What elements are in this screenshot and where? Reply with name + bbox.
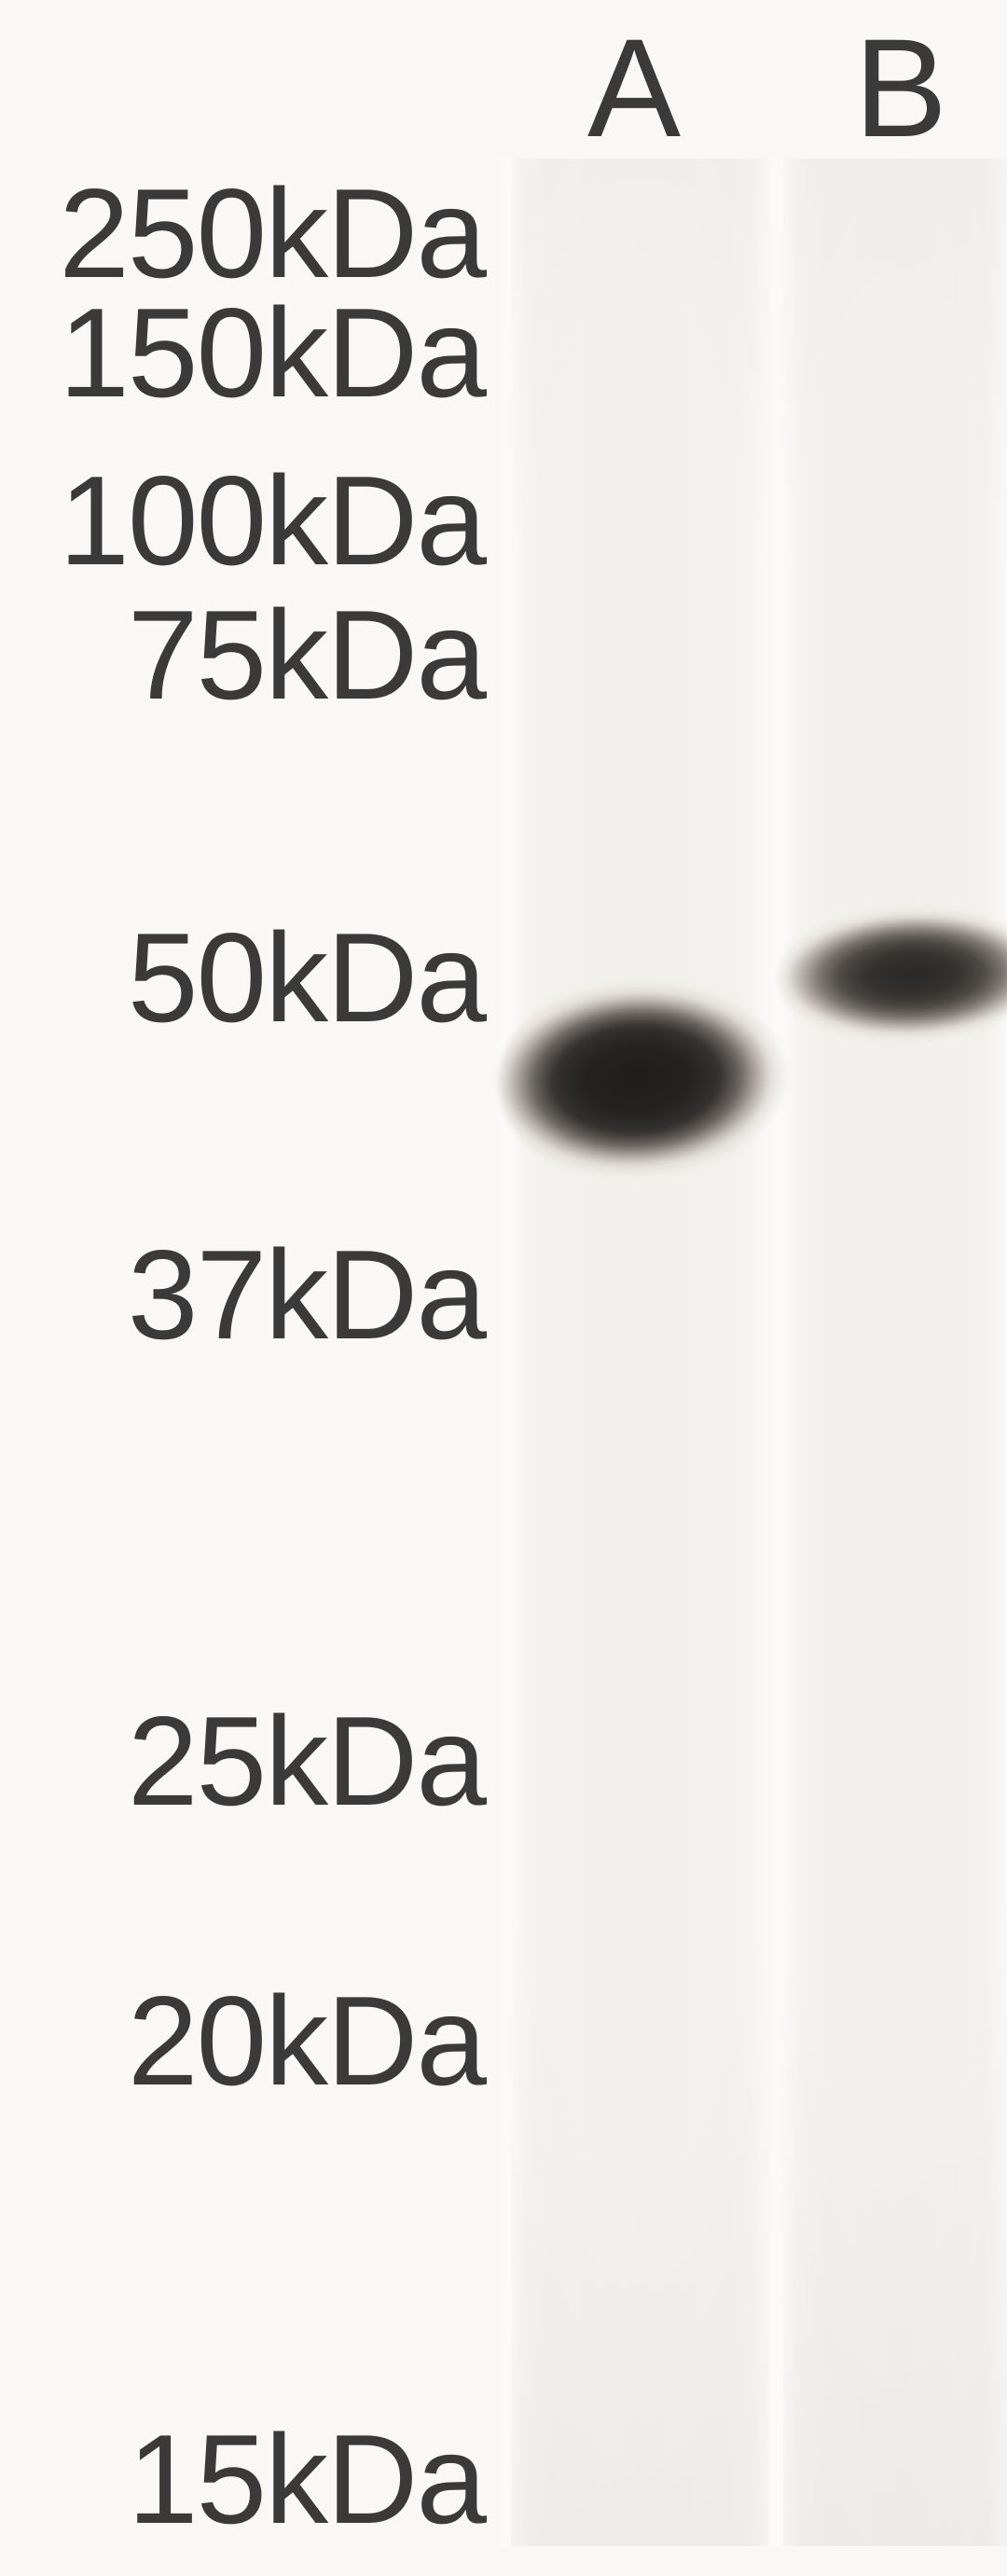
lane-A-membrane	[511, 159, 768, 2546]
marker-25: 25kDa	[0, 1688, 485, 1834]
western-blot-figure: A B 250kDa 150kDa 100kDa 75kDa 50kDa 37k…	[0, 0, 1007, 2576]
divider-left	[498, 159, 511, 2546]
marker-150: 150kDa	[0, 280, 485, 425]
marker-75: 75kDa	[0, 582, 485, 727]
marker-20: 20kDa	[0, 1968, 485, 2113]
lane-B-membrane	[783, 159, 1007, 2546]
marker-37: 37kDa	[0, 1222, 485, 1367]
lane-label-A: A	[587, 7, 681, 169]
marker-50: 50kDa	[0, 905, 485, 1050]
marker-15: 15kDa	[0, 2406, 485, 2552]
marker-100: 100kDa	[0, 448, 485, 593]
lane-label-B: B	[854, 7, 947, 169]
divider-mid	[770, 159, 783, 2546]
